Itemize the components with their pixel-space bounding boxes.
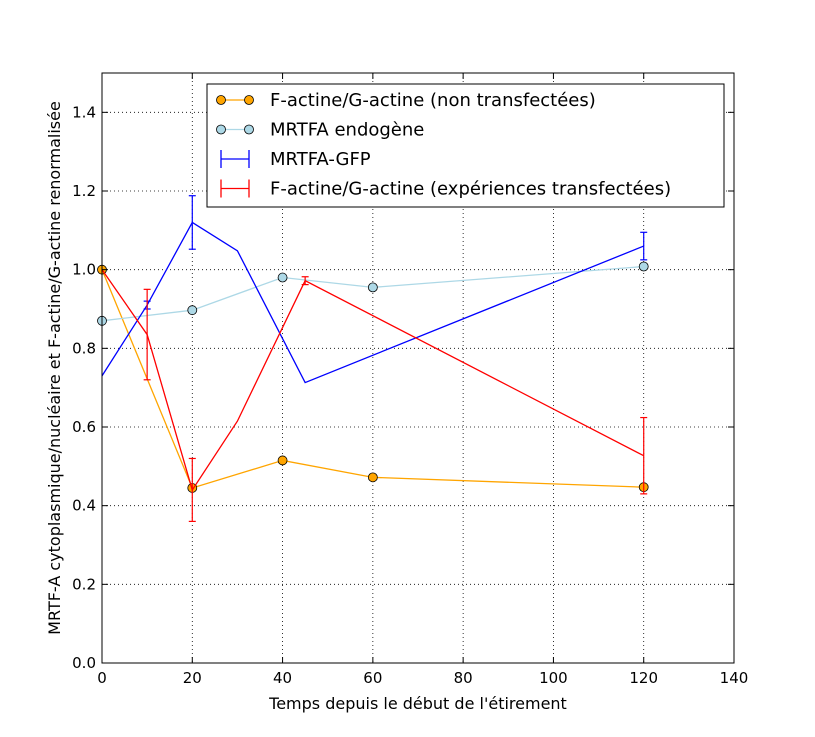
legend-label: F-actine/G-actine (expériences transfect… [270, 179, 671, 200]
ticks: 0 20 40 60 80 100 120 140 0.0 0.2 0.4 0.6 0.8 1.0 1.2 1… [72, 73, 748, 687]
data-point [187, 305, 198, 316]
error-bar [640, 416, 648, 495]
y-tick-label: 0.8 [72, 339, 96, 357]
x-tick-label: 80 [454, 669, 473, 687]
x-tick-label: 0 [97, 669, 107, 687]
y-tick-label: 0.4 [72, 497, 96, 515]
y-tick-label: 0.0 [72, 654, 96, 672]
data-point [367, 472, 378, 483]
legend-item: F-actine/G-actine (non transfectées) [216, 90, 596, 111]
y-tick-label: 0.2 [72, 575, 96, 593]
legend-label: F-actine/G-actine (non transfectées) [270, 90, 596, 111]
plot-frame [101, 72, 735, 664]
data-point [367, 282, 378, 293]
y-axis-label: MRTF-A cytoplasmique/nucléaire et F-acti… [45, 101, 64, 635]
series-1 [97, 261, 649, 326]
legend-item: MRTFA endogène [216, 120, 424, 141]
x-tick-label: 120 [629, 669, 658, 687]
x-tick-label: 100 [539, 669, 568, 687]
error-bar [301, 276, 309, 286]
y-tick-label: 1.0 [72, 261, 96, 279]
series-line [101, 221, 644, 384]
x-tick-label: 140 [720, 669, 749, 687]
data-point [277, 455, 288, 466]
legend-marker [216, 95, 226, 105]
legend-marker [216, 124, 226, 135]
legend-marker [244, 124, 254, 135]
y-tick-label: 0.6 [72, 418, 96, 436]
error-bar [188, 195, 196, 250]
legend-item: MRTFA-GFP [220, 149, 371, 170]
error-bar [143, 288, 151, 381]
legend-label: MRTFA endogène [270, 120, 424, 141]
series-3 [101, 269, 648, 523]
x-tick-label: 60 [363, 669, 382, 687]
x-tick-label: 40 [273, 669, 292, 687]
legend: F-actine/G-actine (non transfectées) MRTF… [206, 83, 725, 208]
series-layer [97, 195, 649, 523]
error-bar [188, 457, 196, 523]
legend-box [206, 83, 725, 208]
y-tick-label: 1.4 [72, 103, 96, 121]
series-line [101, 269, 645, 492]
data-point [638, 261, 649, 272]
error-bar [640, 231, 648, 261]
y-tick-label: 1.2 [72, 182, 96, 200]
legend-item: F-actine/G-actine (expériences transfect… [220, 179, 671, 200]
legend-label: MRTFA-GFP [270, 149, 371, 170]
legend-marker [244, 95, 254, 105]
data-point [277, 272, 288, 283]
x-tick-label: 20 [183, 669, 202, 687]
x-axis-label: Temps depuis le début de l'étirement [268, 694, 567, 713]
